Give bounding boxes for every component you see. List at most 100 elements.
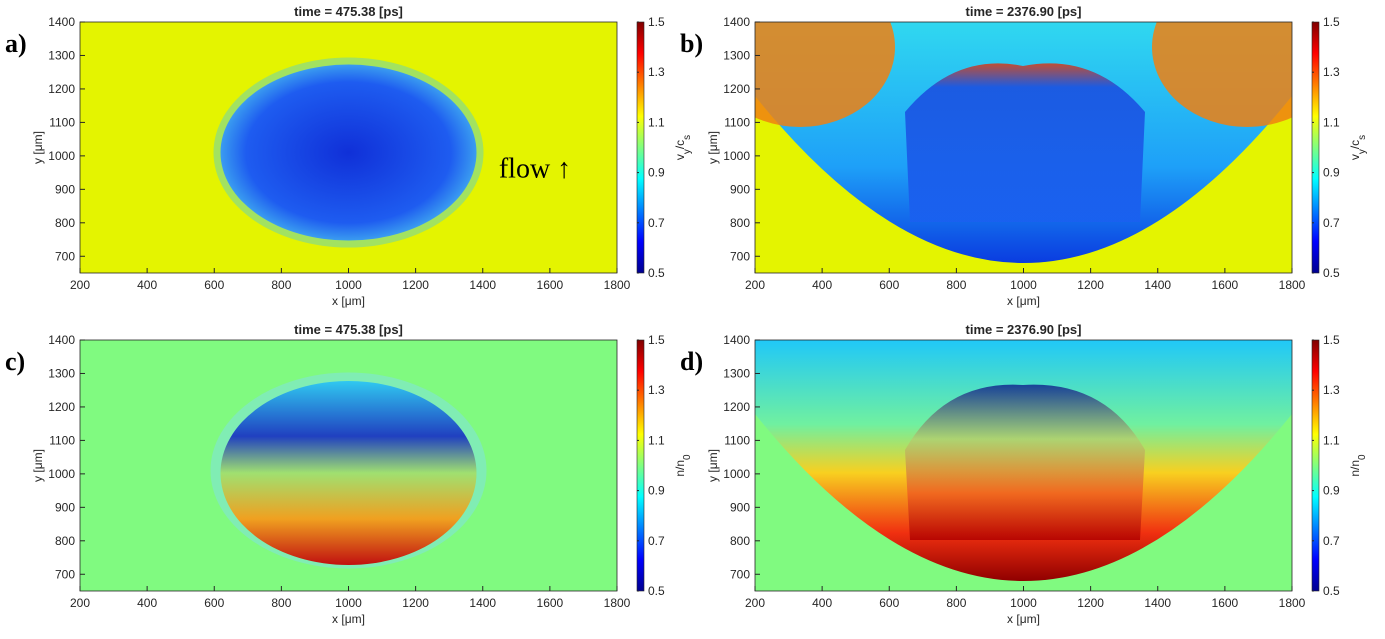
panel-label: a) <box>5 29 27 58</box>
colorbar-tick-label: 1.5 <box>1323 333 1340 347</box>
colorbar-tick-label: 1.1 <box>1323 115 1340 129</box>
colorbar-tick-label: 0.7 <box>648 216 665 230</box>
y-tick-label: 1100 <box>49 433 75 447</box>
x-tick-label: 800 <box>946 596 966 610</box>
colorbar-label-part: v <box>1348 154 1362 160</box>
colorbar-tick-label: 1.3 <box>1323 65 1340 79</box>
x-tick-label: 1200 <box>1077 596 1104 610</box>
x-tick-label: 1600 <box>1212 278 1239 292</box>
y-tick-label: 1300 <box>48 366 75 380</box>
y-tick-label: 1000 <box>723 467 750 481</box>
y-tick-label: 900 <box>55 182 75 196</box>
colorbar-tick-label: 1.5 <box>648 15 665 29</box>
y-tick-label: 800 <box>55 216 75 230</box>
y-tick-label: 700 <box>55 567 75 581</box>
colorbar-label: n/n0 <box>1348 454 1368 477</box>
y-tick-label: 1400 <box>48 15 75 29</box>
colorbar-tick-label: 0.5 <box>648 584 665 598</box>
colorbar <box>636 21 645 274</box>
x-tick-label: 200 <box>745 596 765 610</box>
colorbar-label-part: 0 <box>1357 454 1368 460</box>
x-tick-label: 800 <box>946 278 966 292</box>
y-tick-label: 900 <box>55 500 75 514</box>
x-tick-label: 1400 <box>469 596 496 610</box>
x-tick-label: 400 <box>137 278 157 292</box>
x-tick-label: 1800 <box>1279 596 1306 610</box>
chart-title: time = 475.38 [ps] <box>294 322 403 337</box>
colorbar-tick-label: 1.3 <box>648 383 665 397</box>
x-tick-label: 1800 <box>604 596 631 610</box>
colorbar-tick-label: 0.9 <box>1323 484 1340 498</box>
y-axis-label: y [μm] <box>706 131 720 164</box>
x-tick-label: 1200 <box>402 596 429 610</box>
field <box>755 22 895 127</box>
x-axis-label: x [μm] <box>1007 612 1040 626</box>
y-tick-label: 1300 <box>723 366 750 380</box>
y-tick-label: 900 <box>730 500 750 514</box>
colorbar-tick-label: 1.5 <box>648 333 665 347</box>
x-tick-label: 1400 <box>1144 596 1171 610</box>
heatmap <box>80 22 617 273</box>
y-tick-label: 800 <box>730 216 750 230</box>
colorbar <box>636 339 645 592</box>
y-axis-label: y [μm] <box>31 449 45 482</box>
field <box>1152 22 1292 127</box>
panel-label: d) <box>680 347 703 376</box>
colorbar-tick-label: 0.5 <box>648 266 665 280</box>
x-tick-label: 1200 <box>1077 278 1104 292</box>
colorbar-tick-label: 0.7 <box>1323 216 1340 230</box>
colorbar-tick-label: 1.1 <box>648 115 665 129</box>
y-axis-label: y [μm] <box>31 131 45 164</box>
colorbar-tick-label: 1.1 <box>1323 433 1340 447</box>
x-tick-label: 1600 <box>1212 596 1239 610</box>
colorbar-tick-label: 0.9 <box>648 166 665 180</box>
field <box>905 63 1145 223</box>
colorbar-tick-label: 1.5 <box>1323 15 1340 29</box>
y-tick-label: 1100 <box>49 115 75 129</box>
colorbar-tick-label: 1.3 <box>1323 383 1340 397</box>
x-tick-label: 400 <box>812 278 832 292</box>
y-tick-label: 1000 <box>48 149 75 163</box>
colorbar-label: vy/cs <box>1348 135 1368 160</box>
x-tick-label: 1600 <box>537 596 564 610</box>
y-tick-label: 1100 <box>724 433 750 447</box>
x-tick-label: 600 <box>879 596 899 610</box>
colorbar-tick-label: 0.7 <box>648 534 665 548</box>
colorbar-tick-label: 0.5 <box>1323 584 1340 598</box>
y-tick-label: 1000 <box>48 467 75 481</box>
x-tick-label: 1800 <box>1279 278 1306 292</box>
y-tick-label: 700 <box>55 249 75 263</box>
colorbar-tick-label: 0.9 <box>648 484 665 498</box>
colorbar-label-part: 0 <box>682 454 693 460</box>
x-tick-label: 800 <box>271 596 291 610</box>
x-axis-label: x [μm] <box>332 612 365 626</box>
x-tick-label: 1000 <box>335 596 362 610</box>
y-tick-label: 1200 <box>723 82 750 96</box>
x-tick-label: 1200 <box>402 278 429 292</box>
colorbar <box>1311 21 1320 274</box>
x-tick-label: 1000 <box>1010 278 1037 292</box>
x-tick-label: 1800 <box>604 278 631 292</box>
heatmap <box>80 340 617 591</box>
field <box>905 384 1145 540</box>
colorbar-tick-label: 1.3 <box>648 65 665 79</box>
x-tick-label: 200 <box>745 278 765 292</box>
colorbar-label-part: /c <box>673 140 687 149</box>
x-tick-label: 400 <box>812 596 832 610</box>
colorbar-label: n/n0 <box>673 454 693 477</box>
x-tick-label: 600 <box>204 278 224 292</box>
colorbar-label-part: s <box>682 135 693 140</box>
x-tick-label: 600 <box>204 596 224 610</box>
field <box>220 64 477 241</box>
y-tick-label: 1400 <box>723 333 750 347</box>
y-tick-label: 800 <box>55 534 75 548</box>
panel-label: b) <box>680 29 703 58</box>
y-tick-label: 1100 <box>724 115 750 129</box>
y-tick-label: 1400 <box>723 15 750 29</box>
y-tick-label: 700 <box>730 567 750 581</box>
x-tick-label: 1000 <box>335 278 362 292</box>
y-tick-label: 1200 <box>723 400 750 414</box>
field <box>220 381 477 566</box>
colorbar-label-part: y <box>682 149 693 154</box>
x-tick-label: 400 <box>137 596 157 610</box>
